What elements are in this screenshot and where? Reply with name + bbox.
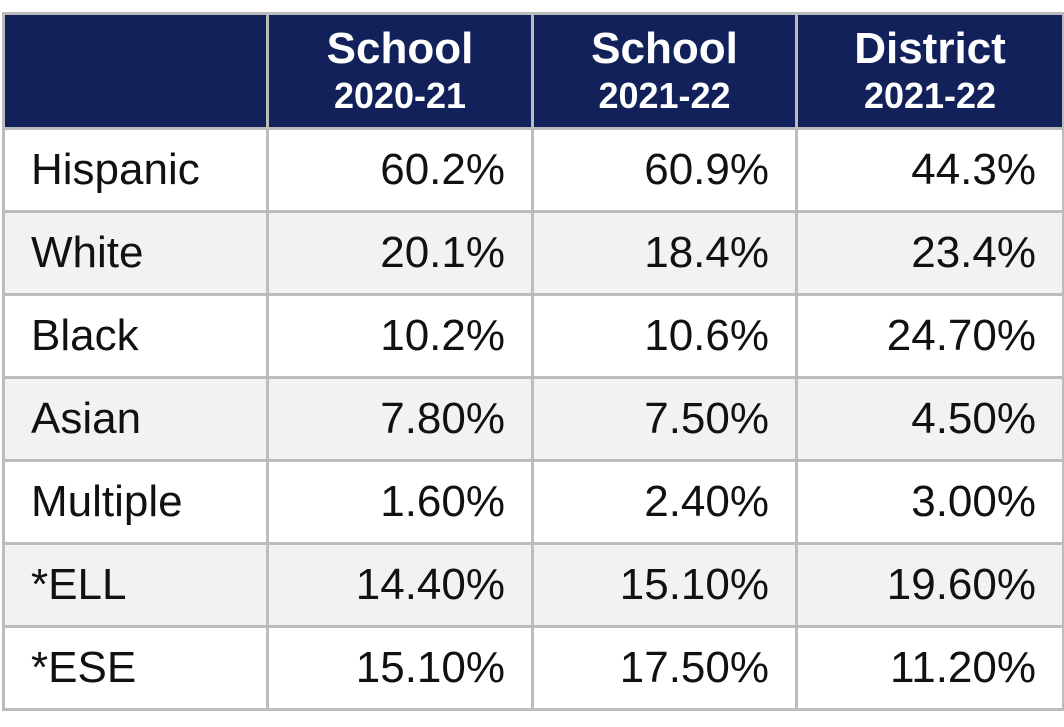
value-cell: 10.2% (266, 293, 534, 379)
value-cell: 2.40% (531, 459, 798, 545)
header-title: School (326, 24, 474, 73)
value-cell: 10.6% (531, 293, 798, 379)
table-row: Hispanic 60.2% 60.9% 44.3% (2, 127, 1064, 213)
table-body: Hispanic 60.2% 60.9% 44.3% White 20.1% 18.4% 23… (2, 127, 1064, 711)
header-year: 2020-21 (333, 75, 467, 116)
header-row: School 2020-21 School 2021-22 District 2021-2… (2, 12, 1064, 130)
demographics-table: School 2020-21 School 2021-22 District 2021-2… (2, 12, 1064, 711)
table-row: Black 10.2% 10.6% 24.70% (2, 293, 1064, 379)
value-cell: 15.10% (531, 542, 798, 628)
value-cell: 7.50% (531, 376, 798, 462)
value-cell: 18.4% (531, 210, 798, 296)
header-cell: School 2020-21 (266, 12, 534, 130)
header-year: 2021-22 (598, 75, 731, 116)
table-row: White 20.1% 18.4% 23.4% (2, 210, 1064, 296)
value-cell: 23.4% (795, 210, 1064, 296)
value-cell: 20.1% (266, 210, 534, 296)
header-cell: District 2021-22 (795, 12, 1064, 130)
value-cell: 1.60% (266, 459, 534, 545)
row-label: Asian (2, 376, 269, 462)
value-cell: 60.9% (531, 127, 798, 213)
header-year: 2021-22 (863, 75, 997, 116)
header-title: District (854, 24, 1006, 73)
header-cell: School 2021-22 (531, 12, 798, 130)
row-label: White (2, 210, 269, 296)
value-cell: 24.70% (795, 293, 1064, 379)
value-cell: 11.20% (795, 625, 1064, 711)
value-cell: 15.10% (266, 625, 534, 711)
value-cell: 3.00% (795, 459, 1064, 545)
table-row: *ESE 15.10% 17.50% 11.20% (2, 625, 1064, 711)
value-cell: 17.50% (531, 625, 798, 711)
row-label: Hispanic (2, 127, 269, 213)
row-label: *ELL (2, 542, 269, 628)
corner-cell (2, 12, 269, 130)
table-row: *ELL 14.40% 15.10% 19.60% (2, 542, 1064, 628)
value-cell: 14.40% (266, 542, 534, 628)
value-cell: 44.3% (795, 127, 1064, 213)
value-cell: 19.60% (795, 542, 1064, 628)
table-row: Asian 7.80% 7.50% 4.50% (2, 376, 1064, 462)
value-cell: 60.2% (266, 127, 534, 213)
row-label: *ESE (2, 625, 269, 711)
header-title: School (591, 24, 738, 73)
row-label: Multiple (2, 459, 269, 545)
value-cell: 7.80% (266, 376, 534, 462)
table-row: Multiple 1.60% 2.40% 3.00% (2, 459, 1064, 545)
value-cell: 4.50% (795, 376, 1064, 462)
row-label: Black (2, 293, 269, 379)
